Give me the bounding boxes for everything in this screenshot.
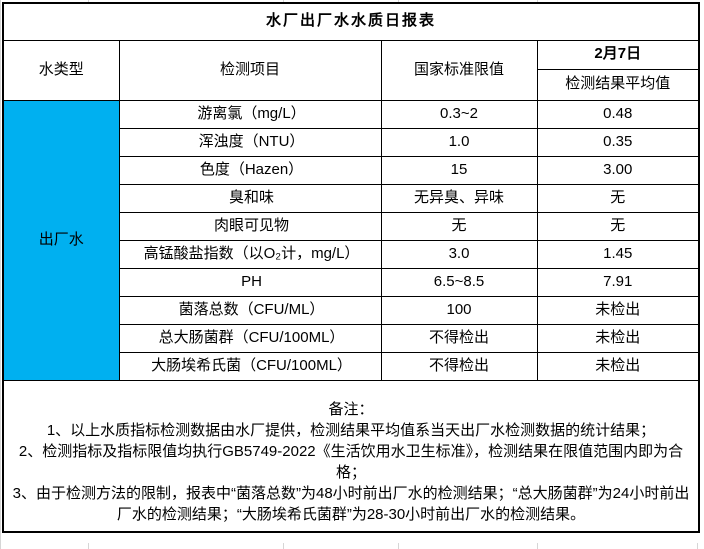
cell-item: 大肠埃希氏菌（CFU/100ML） bbox=[118, 351, 382, 381]
cell-item: 臭和味 bbox=[118, 183, 382, 213]
cell-result: 无 bbox=[536, 211, 700, 241]
cell-result: 1.45 bbox=[536, 239, 700, 269]
cell-limit: 6.5~8.5 bbox=[380, 267, 538, 297]
table-row: 总大肠菌群（CFU/100ML） 不得检出 未检出 bbox=[3, 323, 700, 353]
notes-cell: 备注： 1、以上水质指标检测数据由水厂提供，检测结果平均值系当天出厂水检测数据的… bbox=[2, 379, 700, 533]
cell-item: 肉眼可见物 bbox=[118, 211, 382, 241]
cell-result: 未检出 bbox=[536, 351, 700, 381]
cell-result: 7.91 bbox=[536, 267, 700, 297]
cell-limit: 100 bbox=[380, 295, 538, 325]
col-header-limit: 国家标准限值 bbox=[380, 39, 538, 101]
water-quality-report-table: 水厂出厂水水质日报表 水类型 检测项目 国家标准限值 2月7日 检测结果平均值 … bbox=[2, 2, 701, 533]
cell-limit: 不得检出 bbox=[380, 323, 538, 353]
col-header-water-type: 水类型 bbox=[2, 39, 120, 101]
cell-result: 无 bbox=[536, 183, 700, 213]
note-item: 3、由于检测方法的限制，报表中“菌落总数”为48小时前出厂水的检测结果；“总大肠… bbox=[12, 484, 690, 523]
cell-result: 未检出 bbox=[536, 323, 700, 353]
sheet-gridline bbox=[0, 0, 1, 549]
table-row: 菌落总数（CFU/ML） 100 未检出 bbox=[3, 295, 700, 325]
cell-item: 总大肠菌群（CFU/100ML） bbox=[118, 323, 382, 353]
table-row: 大肠埃希氏菌（CFU/100ML） 不得检出 未检出 bbox=[3, 351, 700, 381]
col-header-item: 检测项目 bbox=[118, 39, 382, 101]
note-item: 1、以上水质指标检测数据由水厂提供，检测结果平均值系当天出厂水检测数据的统计结果… bbox=[46, 421, 656, 439]
cell-limit: 无 bbox=[380, 211, 538, 241]
cell-item: 游离氯（mg/L） bbox=[118, 99, 382, 129]
cell-limit: 0.3~2 bbox=[380, 99, 538, 129]
cell-limit: 3.0 bbox=[380, 239, 538, 269]
cell-item: PH bbox=[118, 267, 382, 297]
sheet-gridline bbox=[697, 543, 698, 549]
col-header-result: 检测结果平均值 bbox=[536, 68, 700, 101]
page-title: 水厂出厂水水质日报表 bbox=[2, 2, 700, 41]
cell-result: 0.35 bbox=[536, 127, 700, 157]
sheet-gridline bbox=[283, 543, 284, 549]
table-row: 臭和味 无异臭、异味 无 bbox=[3, 183, 700, 213]
cell-item: 浑浊度（NTU） bbox=[118, 127, 382, 157]
table-row: PH 6.5~8.5 7.91 bbox=[3, 267, 700, 297]
cell-limit: 15 bbox=[380, 155, 538, 185]
notes-label: 备注： bbox=[328, 400, 374, 418]
table-row: 出厂水 游离氯（mg/L） 0.3~2 0.48 bbox=[2, 99, 700, 381]
table-row: 浑浊度（NTU） 1.0 0.35 bbox=[3, 127, 700, 157]
table-row: 高锰酸盐指数（以O₂计，mg/L） 3.0 1.45 bbox=[3, 239, 700, 269]
cell-result: 3.00 bbox=[536, 155, 700, 185]
cell-limit: 无异臭、异味 bbox=[380, 183, 538, 213]
sheet-gridline bbox=[88, 543, 89, 549]
cell-limit: 1.0 bbox=[380, 127, 538, 157]
sheet-gridline bbox=[537, 543, 538, 549]
col-header-date: 2月7日 bbox=[536, 39, 700, 70]
note-item: 2、检测指标及指标限值均执行GB5749-2022《生活饮用水卫生标准》，检测结… bbox=[18, 442, 684, 481]
cell-item: 色度（Hazen） bbox=[118, 155, 382, 185]
cell-limit: 不得检出 bbox=[380, 351, 538, 381]
table-row: 色度（Hazen） 15 3.00 bbox=[3, 155, 700, 185]
water-type-cell: 出厂水 bbox=[2, 99, 120, 381]
cell-item: 高锰酸盐指数（以O₂计，mg/L） bbox=[118, 239, 382, 269]
cell-result: 未检出 bbox=[536, 295, 700, 325]
sheet-gridline bbox=[398, 543, 399, 549]
cell-item: 菌落总数（CFU/ML） bbox=[118, 295, 382, 325]
cell-result: 0.48 bbox=[536, 99, 700, 129]
